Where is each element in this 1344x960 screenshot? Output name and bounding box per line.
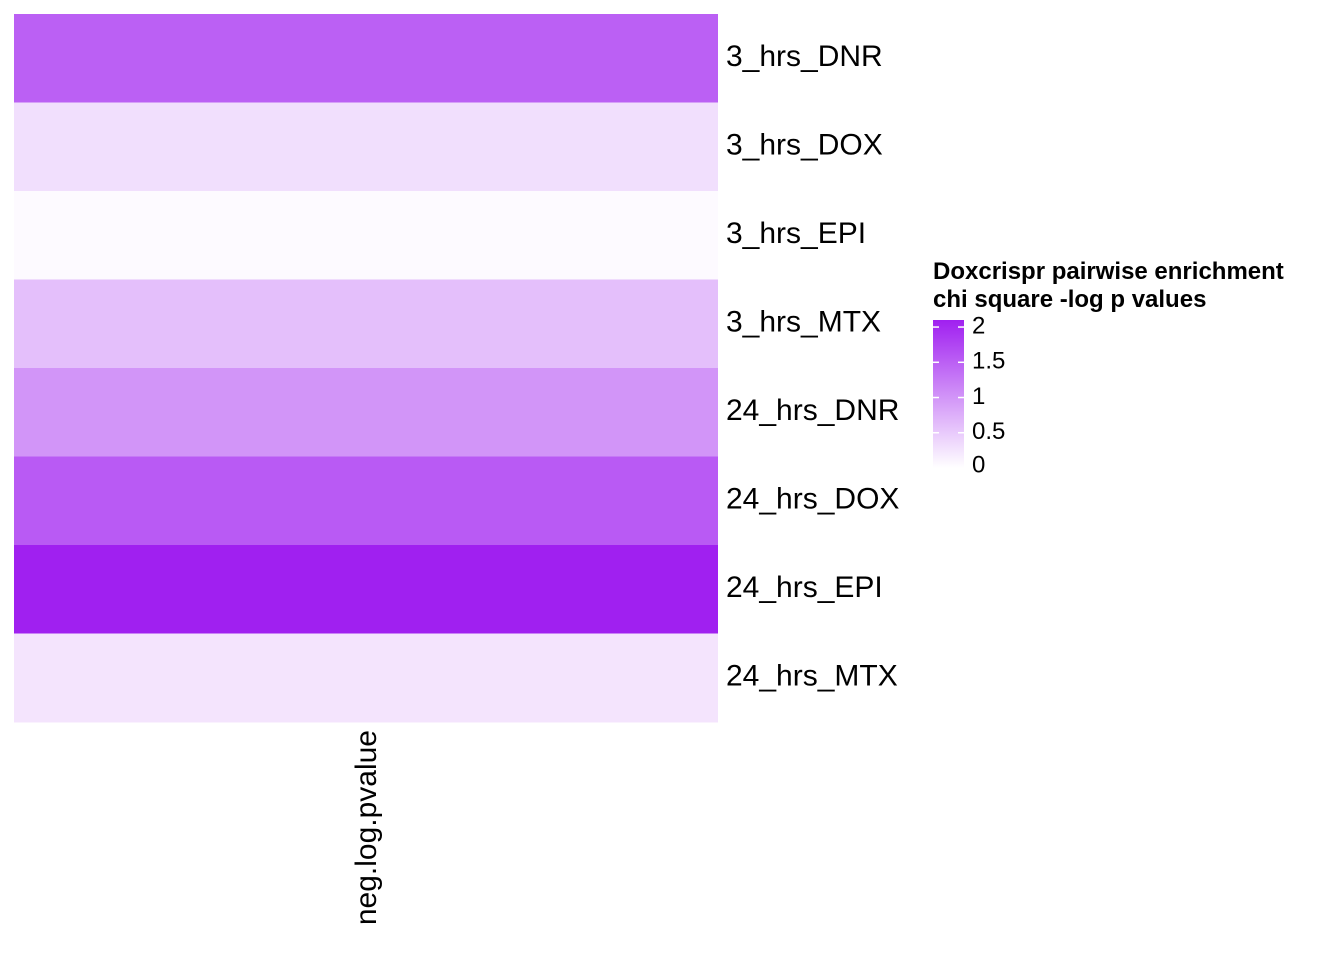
column-labels: neg.log.pvalue [350,730,383,925]
heatmap-cell [14,545,718,634]
column-label: neg.log.pvalue [350,730,383,925]
heatmap-cell [14,14,718,103]
heatmap-cell [14,368,718,457]
heatmap-cell [14,102,718,192]
row-label: 24_hrs_DOX [726,483,899,516]
row-labels: 3_hrs_DNR 3_hrs_DOX 3_hrs_EPI 3_hrs_MTX 24_h… [726,40,899,693]
legend-tick-label: 1 [972,383,985,410]
color-legend: Doxcrispr pairwise enrichment chi square… [933,258,1284,478]
heatmap-cells [14,14,718,723]
row-label: 3_hrs_MTX [726,306,881,339]
legend-title-line-1: Doxcrispr pairwise enrichment [933,258,1284,285]
legend-tick-label: 1.5 [972,348,1005,375]
legend-colorbar [933,320,964,468]
legend-ticks: 0 0.5 1 1.5 2 [933,312,1005,478]
row-label: 3_hrs_EPI [726,217,866,250]
row-label: 3_hrs_DOX [726,129,883,162]
row-label: 24_hrs_EPI [726,571,883,604]
legend-tick-label: 2 [972,312,985,339]
legend-tick-label: 0 [972,451,985,478]
legend-title-line-2: chi square -log p values [933,286,1206,313]
row-label: 3_hrs_DNR [726,40,883,73]
row-label: 24_hrs_MTX [726,660,898,693]
legend-tick-label: 0.5 [972,418,1005,445]
heatmap-cell [14,633,718,723]
heatmap-cell [14,279,718,369]
row-label: 24_hrs_DNR [726,394,899,427]
heatmap-cell [14,191,718,280]
heatmap-cell [14,456,718,546]
